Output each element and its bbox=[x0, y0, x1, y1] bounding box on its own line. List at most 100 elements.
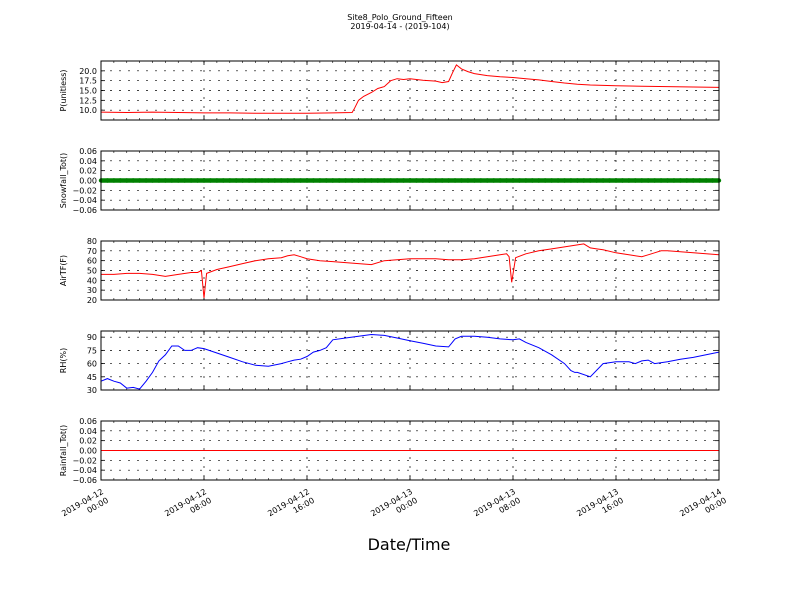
data-point bbox=[671, 178, 677, 183]
figure-subtitle: 2019-04-14 - (2019-104) bbox=[350, 22, 449, 31]
panels: 10.012.515.017.520.0P(unitless)−0.06−0.0… bbox=[59, 60, 722, 485]
data-point bbox=[639, 178, 644, 183]
data-point bbox=[105, 178, 110, 183]
data-point bbox=[195, 178, 200, 183]
series-line bbox=[100, 333, 720, 390]
data-point bbox=[504, 178, 509, 183]
data-point bbox=[588, 178, 593, 183]
data-point bbox=[485, 178, 490, 183]
data-point bbox=[130, 178, 136, 183]
data-point bbox=[259, 178, 265, 183]
data-point bbox=[568, 178, 574, 183]
y-tick-label: −0.02 bbox=[72, 186, 97, 195]
data-point bbox=[562, 178, 567, 183]
data-point bbox=[330, 178, 335, 183]
data-point bbox=[703, 178, 709, 183]
data-point bbox=[446, 178, 451, 183]
y-tick-label: 17.5 bbox=[79, 77, 97, 86]
data-point bbox=[530, 178, 535, 183]
data-point bbox=[581, 178, 587, 183]
data-point bbox=[536, 178, 541, 183]
data-point bbox=[388, 178, 393, 183]
data-point bbox=[452, 178, 458, 183]
data-point bbox=[176, 178, 181, 183]
y-tick-label: 0.02 bbox=[79, 437, 97, 446]
plot-frame bbox=[100, 240, 720, 301]
y-tick-label: 15.0 bbox=[79, 87, 97, 96]
data-point bbox=[188, 178, 194, 183]
y-tick-label: 75 bbox=[87, 346, 97, 355]
data-point bbox=[433, 178, 438, 183]
data-point bbox=[343, 178, 348, 183]
data-point bbox=[369, 178, 374, 183]
y-axis-label: Rainfall_Tot() bbox=[59, 425, 68, 477]
y-tick-label: 60 bbox=[87, 360, 97, 369]
data-point bbox=[208, 178, 213, 183]
data-point bbox=[394, 178, 400, 183]
data-point bbox=[143, 178, 149, 183]
data-point bbox=[356, 178, 361, 183]
y-tick-label: 60 bbox=[87, 257, 97, 266]
data-point bbox=[472, 178, 477, 183]
plot-frame bbox=[100, 420, 720, 481]
data-point bbox=[240, 178, 245, 183]
y-tick-label: −0.06 bbox=[72, 476, 97, 485]
y-tick-label: 70 bbox=[87, 247, 97, 256]
figure-title: Site8_Polo_Ground_Fifteen bbox=[347, 13, 452, 22]
series-markers bbox=[98, 178, 722, 183]
data-point bbox=[150, 178, 155, 183]
data-point bbox=[665, 178, 670, 183]
y-tick-label: 12.5 bbox=[79, 96, 97, 105]
y-tick-label: 0.06 bbox=[79, 417, 97, 426]
data-point bbox=[214, 178, 220, 183]
y-tick-label: 30 bbox=[87, 386, 97, 395]
y-tick-label: 20 bbox=[87, 296, 97, 305]
data-point bbox=[465, 178, 471, 183]
data-point bbox=[169, 178, 175, 183]
data-point bbox=[246, 178, 252, 183]
y-tick-label: −0.04 bbox=[72, 466, 97, 475]
data-point bbox=[459, 178, 464, 183]
plot-frame bbox=[100, 330, 720, 391]
data-point bbox=[510, 178, 516, 183]
data-point bbox=[613, 178, 619, 183]
data-point bbox=[304, 178, 310, 183]
plot-frame bbox=[100, 150, 720, 211]
series-line bbox=[101, 243, 720, 299]
data-point bbox=[517, 178, 522, 183]
y-tick-label: 10.0 bbox=[79, 106, 97, 115]
y-tick-label: 40 bbox=[87, 276, 97, 285]
data-point bbox=[600, 178, 606, 183]
data-point bbox=[375, 178, 381, 183]
y-tick-label: −0.04 bbox=[72, 196, 97, 205]
panel-2: −0.06−0.04−0.020.000.020.040.06 Snowfall_… bbox=[59, 147, 722, 215]
data-point bbox=[427, 178, 432, 183]
data-point bbox=[266, 178, 271, 183]
data-point bbox=[684, 178, 690, 183]
data-point bbox=[607, 178, 612, 183]
data-point bbox=[317, 178, 323, 183]
data-point bbox=[691, 178, 696, 183]
y-axis-label: AirTF(F) bbox=[59, 255, 68, 286]
panel-4: 30 45 60 75 90 RH(%) bbox=[59, 330, 720, 395]
data-point bbox=[439, 178, 445, 183]
data-point bbox=[382, 178, 387, 183]
data-point bbox=[710, 178, 715, 183]
data-point bbox=[336, 178, 342, 183]
panel-5: −0.06−0.04−0.020.000.020.040.06 Rainfall_… bbox=[59, 417, 720, 485]
x-axis-label: Date/Time bbox=[368, 535, 451, 554]
y-tick-label: 90 bbox=[87, 333, 97, 342]
data-point bbox=[645, 178, 651, 183]
data-point bbox=[182, 178, 187, 183]
data-point bbox=[324, 178, 329, 183]
data-point bbox=[420, 178, 426, 183]
data-point bbox=[542, 178, 548, 183]
y-tick-label: 0.06 bbox=[79, 147, 97, 156]
series-line bbox=[100, 64, 720, 114]
data-point bbox=[201, 178, 207, 183]
y-tick-label: 45 bbox=[87, 373, 97, 382]
